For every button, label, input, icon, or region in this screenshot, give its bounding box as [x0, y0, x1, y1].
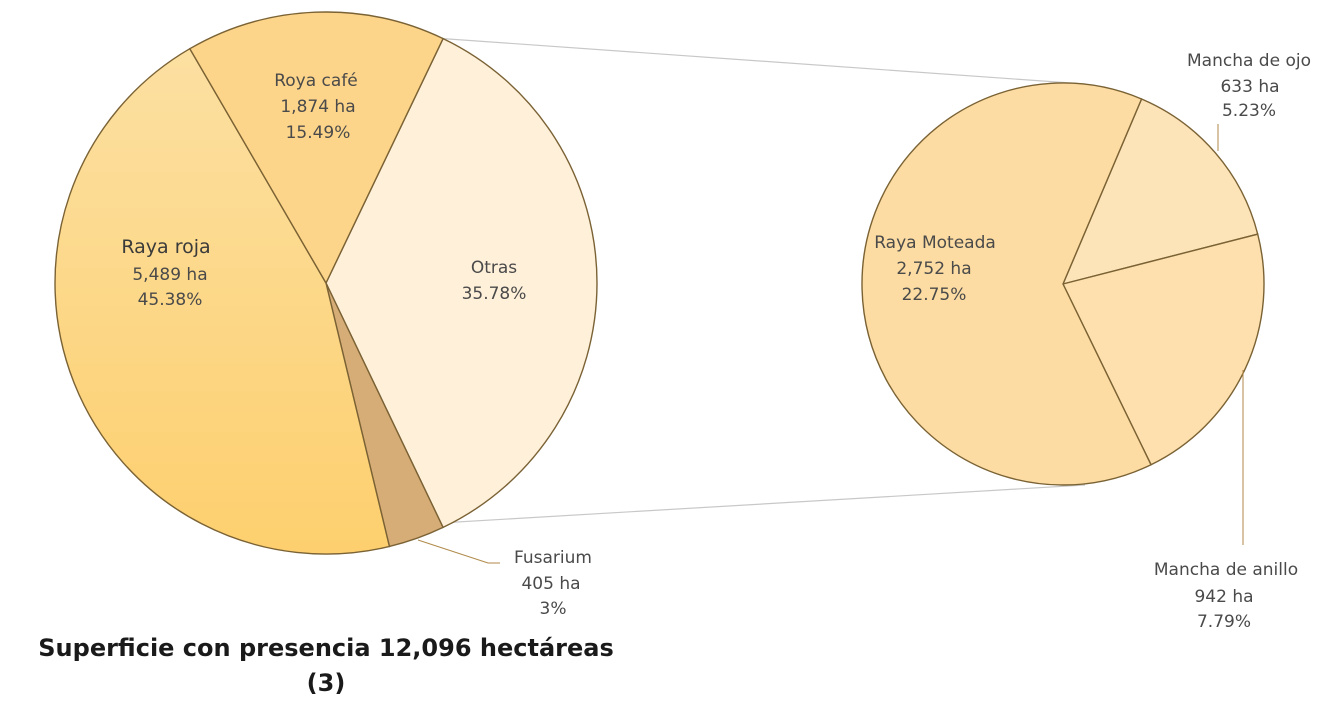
- label-mancha-anillo-area: 942 ha: [1194, 587, 1253, 607]
- slice-raya-roja: [54, 47, 391, 555]
- main-pie: [54, 11, 598, 555]
- breakdown-pie: [861, 82, 1265, 486]
- label-fusarium-name: Fusarium: [514, 548, 592, 568]
- label-mancha-anillo-name: Mancha de anillo: [1154, 560, 1298, 580]
- label-roya-cafe-percent: 15.49%: [286, 123, 351, 143]
- label-otras-percent: 35.78%: [462, 284, 527, 304]
- label-raya-moteada-area: 2,752 ha: [896, 259, 971, 279]
- label-raya-roja-percent: 45.38%: [138, 290, 203, 310]
- leader-line-fusarium: [417, 539, 500, 564]
- label-roya-cafe-area: 1,874 ha: [280, 97, 355, 117]
- label-fusarium-area: 405 ha: [521, 574, 580, 594]
- slice-mancha-de-ojo: [1061, 98, 1259, 286]
- label-mancha-ojo-area: 633 ha: [1220, 77, 1279, 97]
- label-raya-roja-name: Raya roja: [121, 236, 210, 258]
- connector-line-top: [443, 38, 1086, 85]
- label-mancha-anillo-percent: 7.79%: [1197, 612, 1251, 632]
- label-mancha-ojo-percent: 5.23%: [1222, 101, 1276, 121]
- chart-title: Superficie con presencia 12,096 hectárea…: [38, 634, 613, 662]
- label-otras-name: Otras: [471, 258, 517, 278]
- label-roya-cafe-name: Roya café: [274, 71, 358, 91]
- label-raya-moteada-name: Raya Moteada: [874, 233, 996, 253]
- slice-raya-moteada: [861, 82, 1152, 486]
- label-fusarium-percent: 3%: [540, 599, 567, 619]
- label-mancha-ojo-name: Mancha de ojo: [1187, 51, 1311, 71]
- slice-mancha-de-anillo: [1061, 233, 1265, 466]
- slice-roya-cafe: [188, 11, 445, 285]
- slice-otras: [325, 37, 598, 529]
- connector-line-bottom: [439, 484, 1086, 524]
- leader-lines: [417, 124, 1244, 564]
- label-raya-roja-area: 5,489 ha: [132, 265, 207, 285]
- zoom-connector-lines: [439, 38, 1086, 524]
- label-raya-moteada-percent: 22.75%: [902, 285, 967, 305]
- chart-title-line2: (3): [307, 669, 346, 697]
